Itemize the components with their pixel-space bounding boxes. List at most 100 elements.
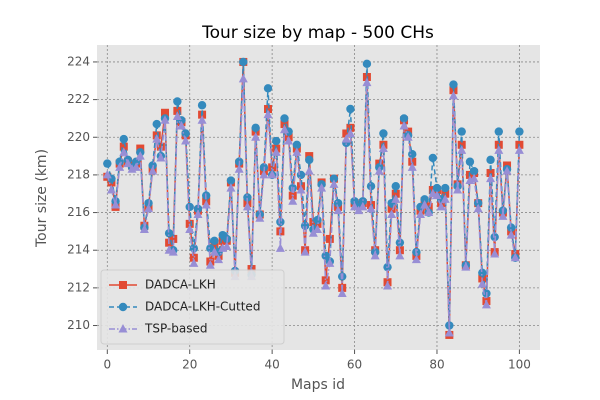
marker	[210, 236, 219, 246]
marker	[345, 128, 355, 137]
legend-box	[100, 269, 285, 345]
x-tick-label: 0	[103, 358, 111, 372]
marker	[457, 127, 466, 136]
marker	[362, 59, 372, 69]
marker	[238, 73, 248, 83]
x-tick-label: 20	[182, 358, 197, 372]
chart-title: Tour size by map - 500 CHs	[201, 23, 434, 43]
marker	[193, 204, 203, 213]
legend-label: DADCA-LKH	[145, 278, 216, 292]
marker	[152, 119, 161, 129]
marker	[148, 166, 158, 175]
marker	[432, 183, 442, 193]
marker	[329, 179, 339, 188]
marker	[342, 129, 351, 138]
marker	[288, 183, 297, 193]
marker	[490, 248, 500, 258]
marker	[457, 145, 467, 154]
marker	[383, 280, 393, 290]
marker	[378, 143, 388, 153]
marker	[197, 101, 207, 110]
marker	[399, 114, 409, 123]
marker	[111, 200, 121, 209]
marker	[226, 176, 236, 185]
marker	[300, 247, 310, 256]
y-tick-label: 214	[67, 243, 90, 257]
marker	[255, 213, 265, 222]
marker	[115, 162, 125, 171]
marker	[172, 111, 182, 121]
marker	[313, 215, 322, 225]
marker	[284, 136, 294, 145]
y-axis-label: Tour size (km)	[34, 149, 50, 248]
marker	[280, 114, 289, 123]
marker	[325, 258, 335, 267]
marker	[168, 247, 178, 256]
marker	[181, 136, 191, 145]
marker	[325, 234, 334, 243]
marker	[477, 279, 487, 288]
marker	[469, 173, 479, 183]
marker	[387, 204, 396, 213]
marker	[379, 129, 388, 138]
legend-marker	[119, 281, 127, 289]
marker	[444, 328, 454, 337]
marker	[173, 106, 182, 115]
y-tick-label: 218	[67, 167, 90, 181]
marker	[506, 223, 516, 232]
marker	[119, 134, 128, 144]
marker	[210, 242, 219, 251]
marker	[341, 134, 351, 143]
marker	[420, 195, 429, 204]
marker	[193, 209, 203, 218]
marker	[481, 299, 491, 309]
x-tick-label: 80	[429, 358, 444, 372]
marker	[321, 280, 331, 290]
marker	[432, 190, 442, 200]
marker	[292, 147, 302, 156]
marker	[358, 201, 368, 211]
marker	[123, 158, 133, 168]
marker	[428, 153, 438, 163]
marker	[296, 170, 306, 180]
marker	[272, 136, 281, 146]
marker	[486, 173, 496, 183]
marker	[473, 198, 483, 208]
marker	[222, 241, 232, 250]
marker	[486, 155, 495, 165]
marker	[312, 224, 322, 234]
marker	[181, 129, 190, 138]
marker	[366, 182, 376, 191]
marker	[156, 142, 165, 151]
marker	[271, 147, 281, 156]
marker	[176, 120, 186, 130]
marker	[160, 115, 170, 124]
marker	[374, 166, 384, 175]
marker	[486, 169, 495, 178]
marker	[403, 132, 413, 141]
marker	[164, 229, 174, 238]
marker	[119, 142, 128, 151]
marker	[106, 184, 116, 194]
marker	[506, 230, 516, 239]
marker	[473, 203, 483, 213]
marker	[420, 200, 430, 209]
y-tick-label: 212	[67, 280, 90, 294]
marker	[362, 77, 372, 87]
legend: DADCA-LKH DADCA-LKH-Cutted TSP-based	[100, 269, 285, 345]
marker	[346, 104, 355, 114]
marker	[189, 244, 199, 253]
marker	[251, 132, 261, 141]
y-tick-label: 222	[67, 92, 90, 106]
legend-label: TSP-based	[144, 322, 207, 336]
marker	[267, 169, 277, 179]
marker	[234, 164, 244, 173]
marker	[346, 123, 355, 132]
marker	[514, 145, 524, 154]
marker	[197, 115, 207, 124]
marker	[407, 162, 417, 171]
marker	[415, 209, 425, 218]
marker	[424, 207, 434, 217]
x-tick-label: 40	[264, 358, 279, 372]
